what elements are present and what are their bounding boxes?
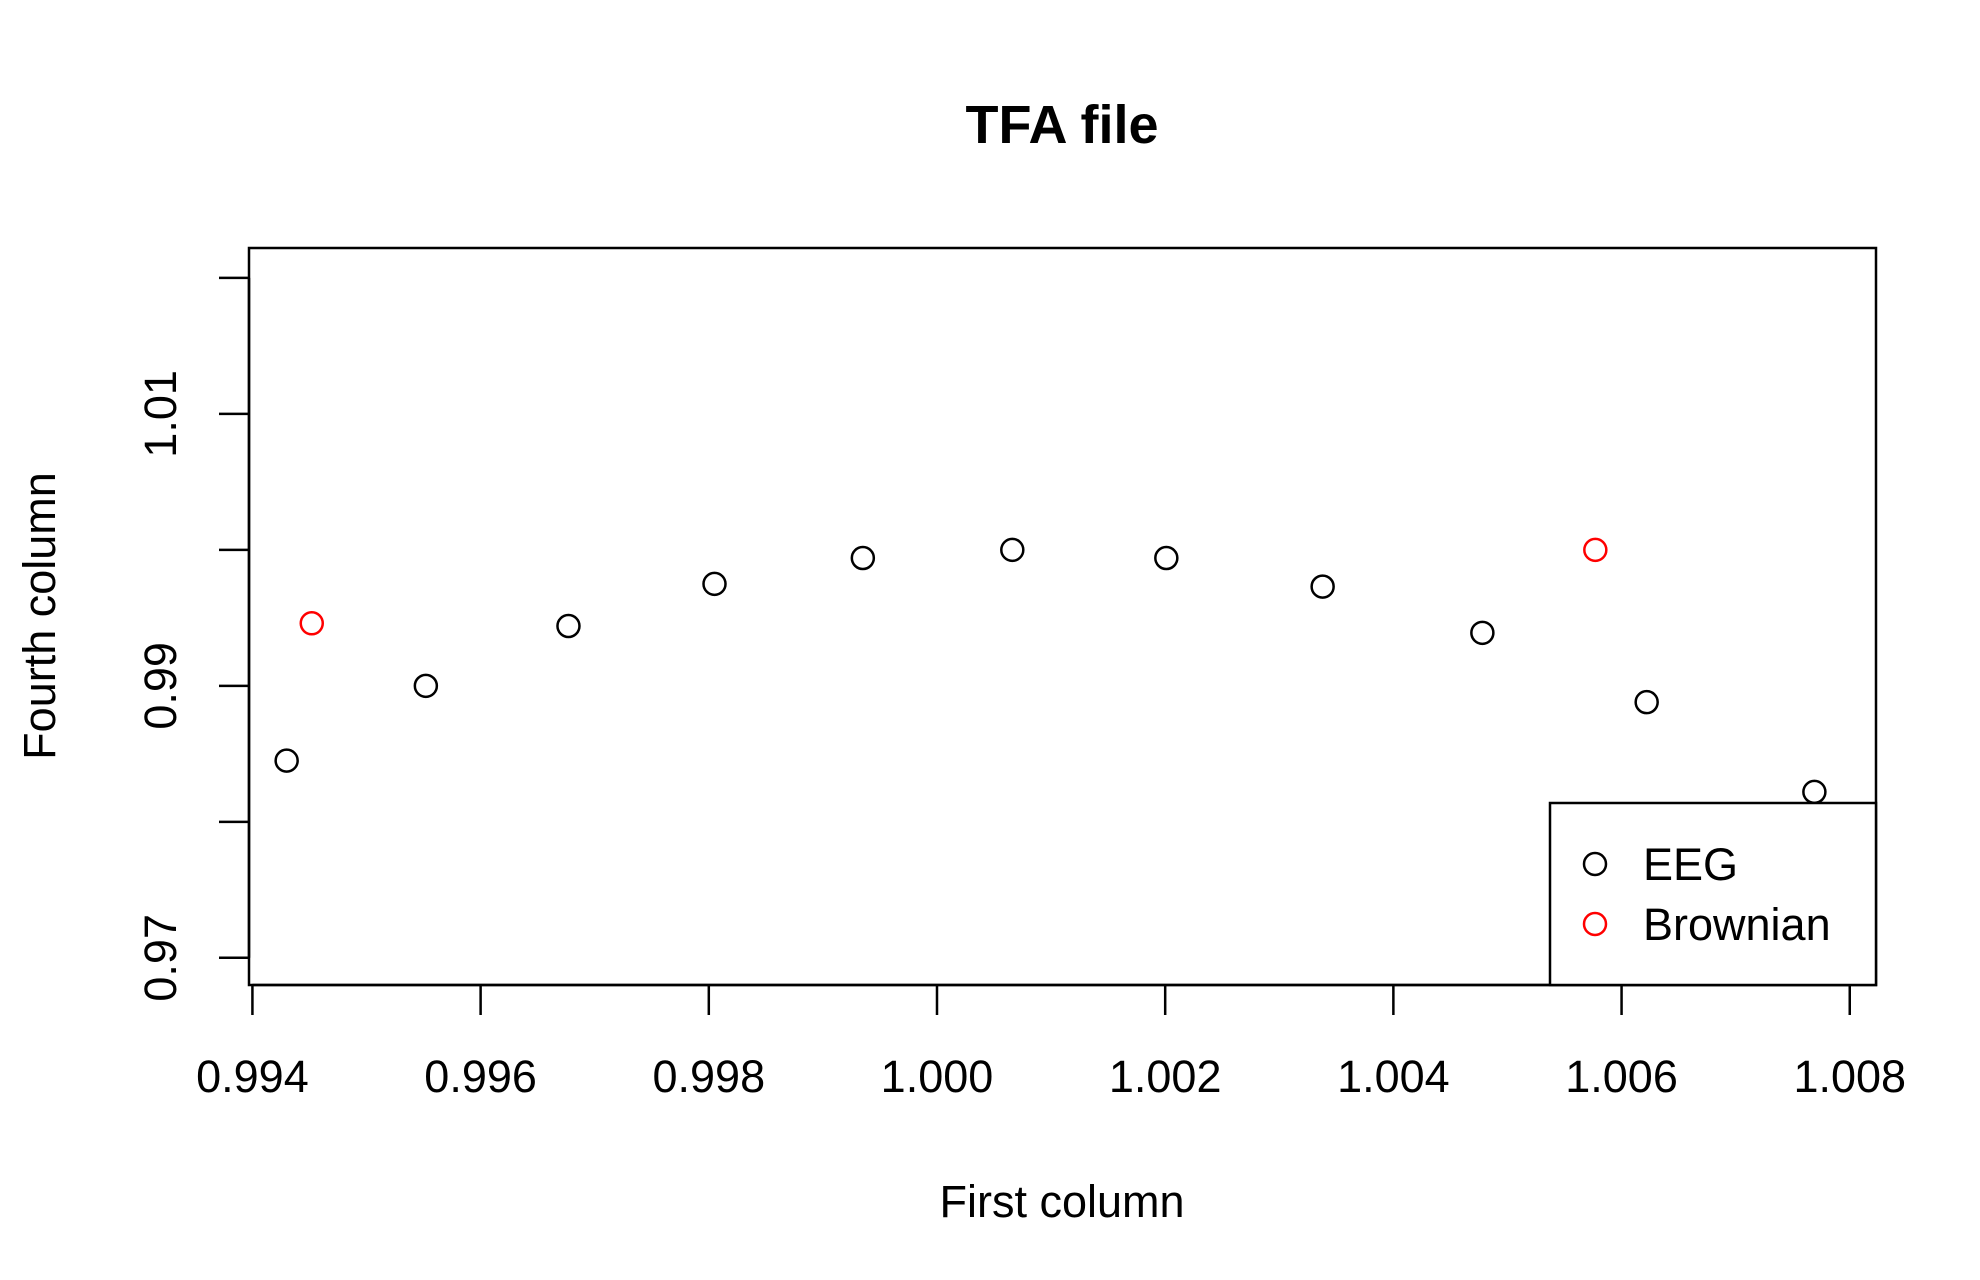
y-tick-label: 1.01 bbox=[135, 370, 186, 458]
legend-marker-eeg bbox=[1582, 851, 1608, 877]
x-axis-title: First column bbox=[939, 1176, 1184, 1227]
y-tick-label: 0.97 bbox=[135, 914, 186, 1002]
data-points bbox=[274, 537, 1827, 805]
x-tick-label: 1.004 bbox=[1337, 1051, 1450, 1102]
data-point-brownian bbox=[1583, 537, 1608, 563]
data-point-eeg bbox=[1634, 689, 1659, 715]
data-point-brownian bbox=[299, 611, 325, 636]
legend-box bbox=[1548, 801, 1878, 987]
data-point-eeg bbox=[850, 545, 876, 571]
data-point-eeg bbox=[1154, 545, 1179, 571]
x-tick-label: 1.002 bbox=[1109, 1051, 1222, 1102]
legend-label-brownian: Brownian bbox=[1643, 899, 1831, 950]
x-tick-label: 1.006 bbox=[1565, 1051, 1678, 1102]
data-point-eeg bbox=[1470, 620, 1495, 646]
x-tick-label: 1.008 bbox=[1793, 1051, 1906, 1102]
data-point-eeg bbox=[556, 613, 581, 639]
data-point-eeg bbox=[413, 673, 439, 699]
y-axis-title: Fourth column bbox=[14, 472, 65, 760]
x-tick-label: 0.994 bbox=[196, 1051, 309, 1102]
y-tick-label: 0.99 bbox=[135, 642, 186, 730]
y-axis: 0.97 0.99 1.01 bbox=[135, 276, 251, 1002]
data-point-eeg bbox=[702, 571, 727, 597]
data-point-eeg bbox=[1000, 537, 1025, 563]
chart-title: TFA file bbox=[965, 95, 1158, 155]
legend-marker-brownian bbox=[1582, 911, 1608, 937]
x-tick-label: 0.996 bbox=[424, 1051, 537, 1102]
x-tick-label: 1.000 bbox=[881, 1051, 994, 1102]
legend: EEG Brownian bbox=[1548, 801, 1878, 987]
data-point-eeg bbox=[274, 748, 299, 773]
x-tick-label: 0.998 bbox=[652, 1051, 765, 1102]
legend-label-eeg: EEG bbox=[1643, 839, 1738, 890]
data-point-eeg bbox=[1310, 574, 1335, 599]
